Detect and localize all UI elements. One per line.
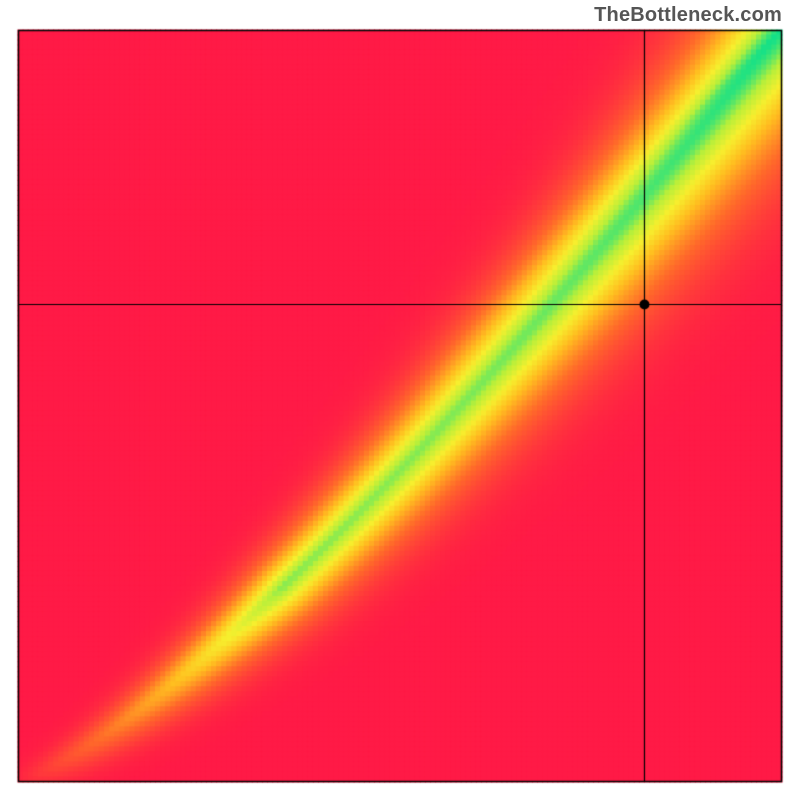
bottleneck-heatmap — [0, 0, 800, 800]
watermark-text: TheBottleneck.com — [594, 4, 782, 27]
